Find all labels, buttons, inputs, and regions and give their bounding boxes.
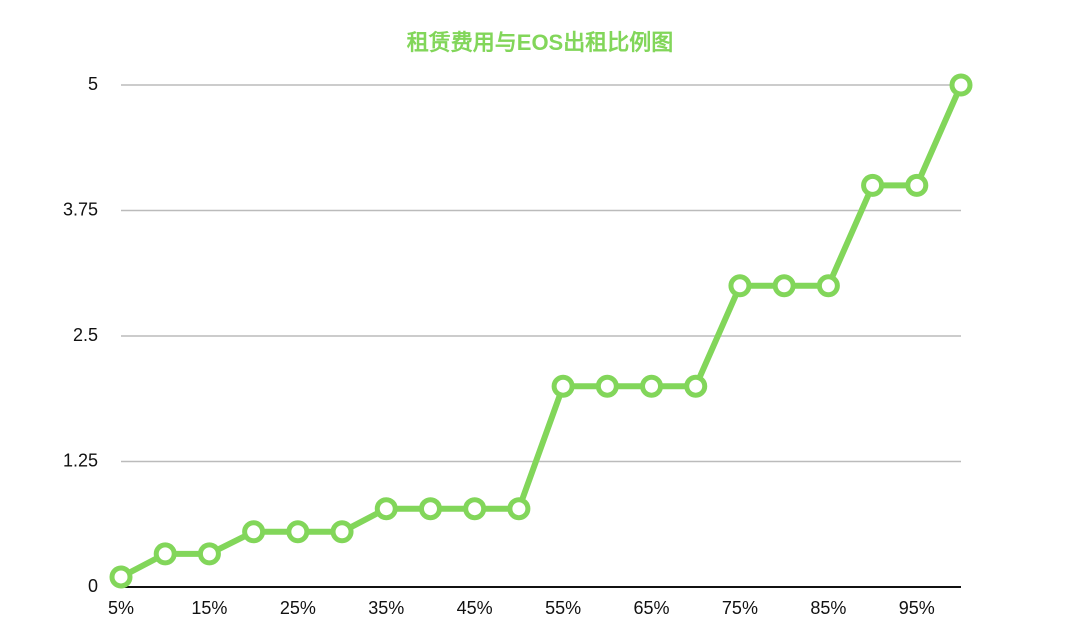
point <box>640 374 664 398</box>
point <box>374 497 398 521</box>
x-tick-label: 35% <box>368 598 404 618</box>
point <box>330 520 354 544</box>
x-tick-label: 65% <box>634 598 670 618</box>
point <box>242 520 266 544</box>
point <box>949 73 973 97</box>
point <box>463 497 487 521</box>
x-tick-label: 15% <box>191 598 227 618</box>
point <box>153 542 177 566</box>
point <box>418 497 442 521</box>
y-tick-label: 3.75 <box>63 199 98 219</box>
point <box>861 173 885 197</box>
point <box>905 173 929 197</box>
point <box>772 274 796 298</box>
point <box>728 274 752 298</box>
point <box>595 374 619 398</box>
line <box>119 83 964 580</box>
x-tick-label: 85% <box>810 598 846 618</box>
point <box>197 542 221 566</box>
y-tick-label: 0 <box>88 576 98 596</box>
y-tick-label: 1.25 <box>63 450 98 470</box>
point <box>507 497 531 521</box>
point <box>551 374 575 398</box>
y-tick-label: 5 <box>88 74 98 94</box>
x-tick-label: 5% <box>108 598 134 618</box>
x-tick-label: 55% <box>545 598 581 618</box>
point <box>286 520 310 544</box>
x-tick-label: 95% <box>899 598 935 618</box>
x-tick-label: 45% <box>457 598 493 618</box>
chart-title: 租赁费用与EOS出租比例图 <box>407 30 673 55</box>
y-tick-label: 2.5 <box>73 325 98 345</box>
x-tick-label: 25% <box>280 598 316 618</box>
point <box>684 374 708 398</box>
x-tick-label: 75% <box>722 598 758 618</box>
point <box>109 565 133 589</box>
point <box>816 274 840 298</box>
